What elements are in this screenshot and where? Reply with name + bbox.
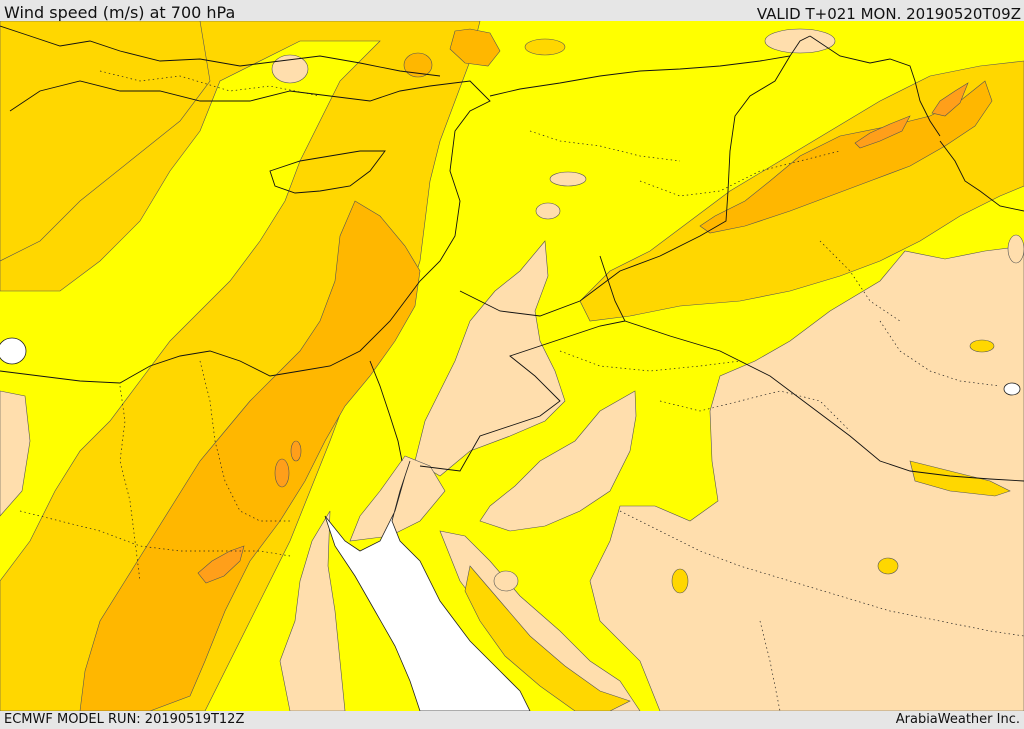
- gold-spot: [524, 38, 566, 56]
- amber-band-egypt: [79, 200, 421, 711]
- amber-band-north: [449, 28, 501, 67]
- valid-time: VALID T+021 MON. 20190520T09Z: [756, 5, 1021, 23]
- orange-patch-iraq: [931, 82, 969, 117]
- footer-bar: ECMWF MODEL RUN: 20190519T12Z ArabiaWeat…: [0, 711, 1024, 729]
- gold-band-southeast: [909, 460, 1011, 497]
- border-egypt-israel: [369, 360, 403, 462]
- credit-label: ArabiaWeather Inc.: [895, 712, 1020, 727]
- lake-east: [1003, 382, 1021, 396]
- tan-spot: [271, 54, 309, 84]
- red-sea: [324, 460, 531, 711]
- border-iraq-iran: [809, 35, 941, 137]
- internal-border: [19, 510, 291, 557]
- gold-spot: [969, 339, 995, 353]
- internal-border: [529, 130, 681, 162]
- coastline-gulf: [939, 140, 1024, 212]
- tan-spot: [493, 570, 519, 592]
- coastline-mediterranean: [0, 80, 491, 384]
- border-saudi-iraq: [624, 320, 1024, 482]
- internal-border: [199, 360, 290, 522]
- orange-patch-iraq-2: [854, 115, 911, 149]
- internal-border: [619, 510, 1024, 637]
- gold-spot: [671, 568, 689, 594]
- tan-spot: [535, 202, 561, 220]
- border-syria-iraq: [459, 35, 811, 317]
- tan-region-jordan: [414, 240, 566, 477]
- wind-speed-map: [0, 21, 1024, 711]
- coastline-cyprus: [269, 150, 386, 194]
- orange-patch-egypt: [197, 545, 245, 584]
- gold-band-northwest: [0, 21, 211, 262]
- internal-border: [559, 350, 741, 372]
- border-jordan-saudi: [419, 255, 626, 472]
- gold-band-hijaz: [464, 565, 631, 711]
- model-run-label: ECMWF MODEL RUN: 20190519T12Z: [4, 712, 245, 727]
- tan-region-east: [589, 245, 1024, 711]
- internal-border: [659, 390, 851, 432]
- header-bar: Wind speed (m/s) at 700 hPa VALID T+021 …: [0, 0, 1024, 23]
- orange-spot: [290, 440, 302, 462]
- gold-spot: [877, 557, 899, 575]
- tan-region-west: [0, 390, 31, 517]
- coastline-turkey: [0, 25, 441, 77]
- tan-region-egypt: [279, 510, 346, 711]
- internal-border: [879, 320, 1001, 387]
- tan-region-arabia: [479, 390, 637, 532]
- internal-border: [759, 620, 781, 711]
- map-title: Wind speed (m/s) at 700 hPa: [4, 3, 236, 22]
- orange-spot: [274, 458, 290, 488]
- lake-west: [0, 337, 27, 365]
- internal-border: [639, 150, 841, 197]
- amber-spot: [403, 52, 433, 78]
- map-canvas: [0, 21, 1024, 711]
- tan-spot: [1007, 234, 1024, 264]
- tan-spot: [549, 171, 587, 187]
